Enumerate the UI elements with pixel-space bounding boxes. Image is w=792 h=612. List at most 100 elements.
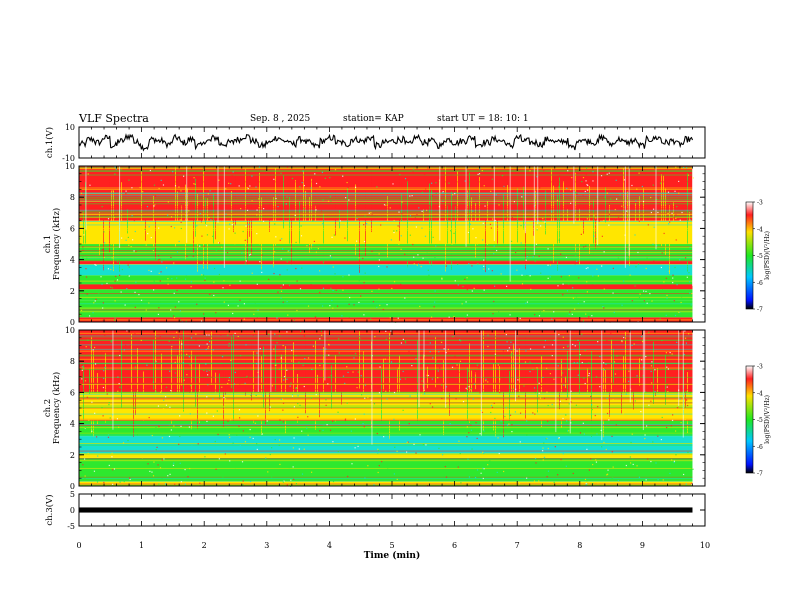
ch1-spectrogram-speckle: [331, 299, 333, 302]
ch2-spectrogram-speckle: [405, 342, 407, 344]
ch1-spectrogram-streak: [185, 184, 186, 260]
ch2-spectrogram-speckle: [485, 380, 487, 382]
ch2-spectrogram-speckle: [487, 464, 489, 466]
ch2-spectrogram-speckle: [402, 338, 404, 340]
ch2-spectrogram-speckle: [307, 357, 310, 359]
ch2-spectrogram-speckle: [603, 362, 605, 364]
ch2-spectrogram-speckle: [690, 467, 693, 469]
ch2-spectrogram-speckle: [591, 404, 593, 406]
ch2-spectrogram-streak: [389, 333, 390, 440]
ch1-spectrogram-line: [79, 203, 693, 205]
ch2-spectrogram-line: [79, 467, 693, 469]
ch2-spectrogram-speckle: [378, 450, 380, 452]
ch1-spectrogram-speckle: [493, 245, 495, 247]
ch2-spectrogram-ylabel: ch.2: [43, 399, 53, 417]
ch1-spectrogram-speckle: [204, 204, 206, 207]
ch2-spectrogram-speckle: [488, 461, 490, 463]
ch1-spectrogram-speckle: [520, 242, 522, 244]
ch2-spectrogram-speckle: [394, 446, 396, 448]
ch2-spectrogram-line: [79, 344, 693, 346]
ch1-spectrogram-speckle: [412, 171, 414, 173]
ch1-spectrogram-line: [79, 192, 693, 194]
ch2-spectrogram-speckle: [533, 480, 536, 482]
ch2-spectrogram-speckle: [595, 459, 597, 461]
ch2-spectrogram-speckle: [645, 355, 647, 358]
ch1-spectrogram-streak: [445, 166, 446, 272]
ch2-spectrogram-speckle: [199, 482, 201, 484]
ch1-spectrogram-speckle: [258, 271, 260, 274]
ch2-spectrogram-speckle: [356, 386, 358, 389]
ch2-spectrogram-speckle: [169, 370, 171, 372]
ch1-spectrogram-streak: [365, 191, 366, 256]
ch2-spectrogram-line: [79, 336, 693, 338]
ch1-spectrogram-sferic: [493, 166, 495, 242]
ch1-spectrogram-streak: [251, 185, 252, 256]
ch2-spectrogram-speckle: [102, 386, 105, 389]
ch2-spectrogram-speckle: [306, 427, 308, 429]
ch2-spectrogram-speckle: [606, 412, 609, 415]
ch1-spectrogram-speckle: [490, 287, 493, 289]
ch2-spectrogram-speckle: [320, 330, 323, 332]
ch1-spectrogram-speckle: [225, 188, 227, 190]
ch2-spectrogram-speckle: [551, 344, 554, 346]
ch2-spectrogram-speckle: [239, 383, 241, 385]
ch2-spectrogram-speckle: [570, 401, 572, 403]
ch1-spectrogram-speckle: [127, 236, 129, 239]
ch2-spectrogram-speckle: [378, 392, 381, 394]
ch2-spectrogram-speckle: [220, 362, 223, 364]
ch1-spectrogram-speckle: [184, 278, 187, 280]
ch2-spectrogram-speckle: [540, 385, 543, 388]
ch2-spectrogram-speckle: [250, 394, 252, 396]
ch2-spectrogram-speckle: [551, 403, 553, 406]
ch1-spectrogram-speckle: [617, 257, 619, 259]
ch2-spectrogram-speckle: [363, 425, 365, 428]
ch2-spectrogram-speckle: [279, 463, 281, 466]
ch1-spectrogram-speckle: [374, 315, 376, 317]
ch1-spectrogram-streak: [563, 181, 564, 224]
ch2-spectrogram-line: [79, 393, 693, 395]
ch1-spectrogram-speckle: [594, 232, 596, 234]
ch1-spectrogram-speckle: [307, 305, 310, 307]
ch2-spectrogram-speckle: [354, 352, 357, 355]
ch2-spectrogram-speckle: [250, 400, 253, 403]
ch1-spectrogram-streak: [451, 191, 452, 270]
ch1-spectrogram-speckle: [254, 302, 256, 304]
ch1-spectrogram-speckle: [115, 275, 117, 278]
ch1-spectrogram-speckle: [246, 187, 248, 189]
ch2-spectrogram-speckle: [228, 379, 230, 381]
ch1-spectrogram-streak: [455, 206, 456, 246]
ch1-spectrogram-speckle: [101, 283, 103, 285]
ch1-waveform-ylabel: ch.1(V): [44, 127, 55, 158]
ch1-spectrogram-line: [79, 264, 693, 266]
ch1-spectrogram-speckle: [114, 317, 116, 320]
ch2-spectrogram-speckle: [553, 481, 555, 484]
ch2-spectrogram-speckle: [172, 464, 175, 467]
ch2-spectrogram-speckle: [92, 349, 94, 351]
ch2-spectrogram-line: [79, 383, 693, 385]
ch1-spectrogram-speckle: [121, 268, 123, 271]
ch1-spectrogram-speckle: [227, 304, 230, 306]
ch2-spectrogram-speckle: [447, 348, 449, 351]
ch2-spectrogram-speckle: [608, 414, 610, 417]
ch2-spectrogram-speckle: [381, 461, 383, 463]
ch2-spectrogram-ytick-label: 10: [65, 326, 75, 335]
ch1-spectrogram-speckle: [153, 184, 156, 186]
ch2-spectrogram-speckle: [321, 334, 323, 336]
ch2-spectrogram-speckle: [97, 455, 99, 457]
ch2-spectrogram-speckle: [87, 452, 89, 454]
ch1-spectrogram-line: [79, 209, 693, 211]
ch1-spectrogram-speckle: [95, 298, 97, 301]
ch2-spectrogram-speckle: [295, 354, 297, 357]
ch1-spectrogram-speckle: [114, 166, 116, 168]
ch2-spectrogram-speckle: [679, 346, 682, 348]
ch2-spectrogram-speckle: [538, 392, 540, 394]
ch1-spectrogram-speckle: [89, 184, 91, 186]
ch2-spectrogram-speckle: [546, 367, 548, 369]
header-start-time: start UT = 18: 10: 1: [437, 114, 529, 124]
ch2-spectrogram-speckle: [81, 341, 83, 343]
ch1-spectrogram-line: [79, 187, 693, 189]
ch1-spectrogram-speckle: [128, 244, 130, 246]
ch1-spectrogram-speckle: [688, 272, 690, 274]
ch2-spectrogram-speckle: [208, 369, 210, 372]
ch1-spectrogram-speckle: [689, 246, 691, 249]
